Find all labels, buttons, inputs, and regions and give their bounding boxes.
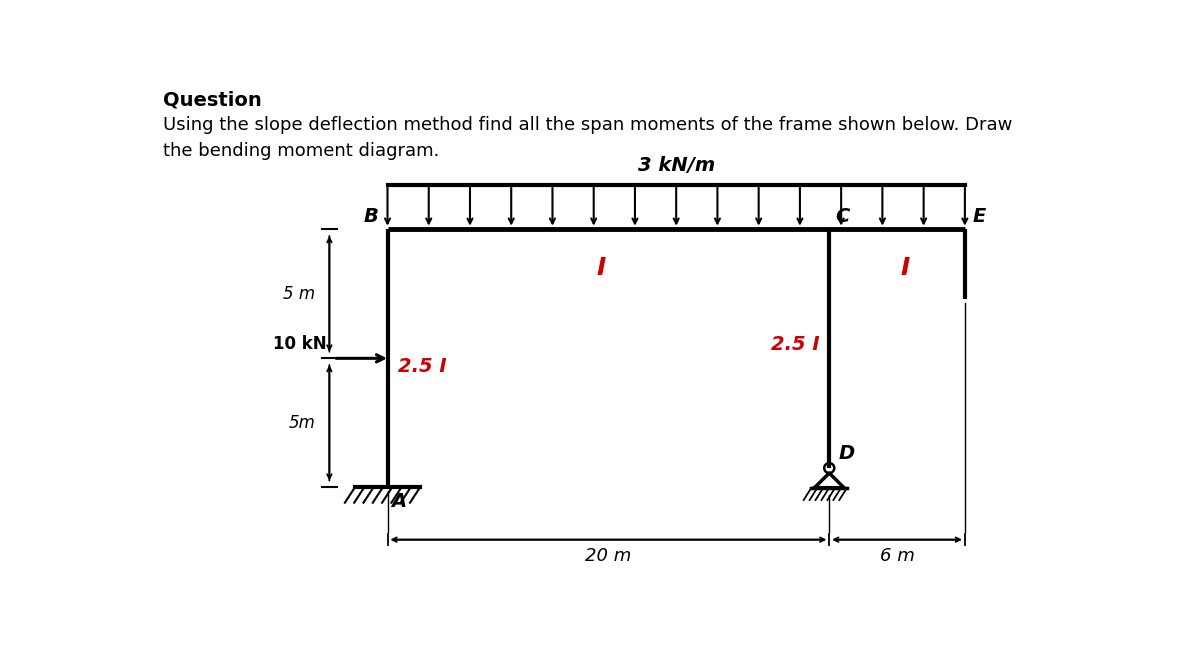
Text: 3 kN/m: 3 kN/m — [637, 156, 715, 176]
Text: D: D — [839, 444, 855, 463]
Text: E: E — [973, 207, 986, 226]
Text: B: B — [363, 207, 378, 226]
Text: 2.5 I: 2.5 I — [398, 356, 446, 376]
Text: 6 m: 6 m — [880, 547, 914, 566]
Text: 2.5 I: 2.5 I — [770, 335, 819, 354]
Text: Using the slope deflection method find all the span moments of the frame shown b: Using the slope deflection method find a… — [163, 116, 1012, 134]
Text: 5 m: 5 m — [283, 285, 316, 303]
Text: A: A — [391, 492, 406, 511]
Text: I: I — [596, 256, 605, 280]
Text: 10 kN: 10 kN — [273, 335, 327, 353]
Text: I: I — [900, 256, 909, 280]
Text: 5m: 5m — [289, 414, 316, 432]
Text: Question: Question — [163, 91, 262, 110]
Text: C: C — [835, 207, 849, 226]
Text: 20 m: 20 m — [585, 547, 631, 566]
Text: the bending moment diagram.: the bending moment diagram. — [163, 143, 439, 160]
